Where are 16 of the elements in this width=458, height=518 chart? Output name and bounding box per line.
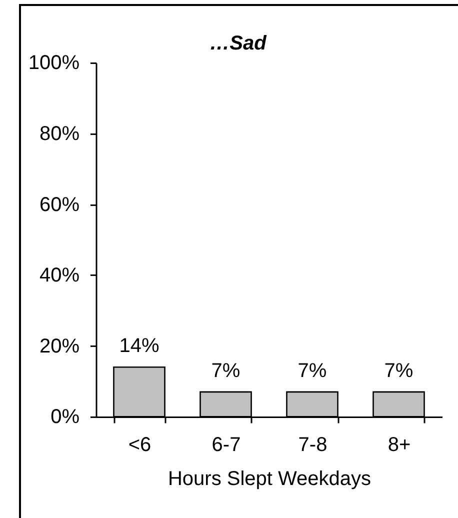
x-tick-label: 6-7	[212, 434, 241, 456]
y-tick-label: 80%	[39, 123, 80, 145]
data-label: 7%	[384, 360, 414, 382]
chart-title: …Sad	[210, 32, 268, 55]
y-tick-label: 20%	[39, 335, 80, 358]
x-tick-label: <6	[128, 434, 152, 456]
x-tick-label: 8+	[388, 434, 411, 456]
data-label: 7%	[211, 360, 240, 382]
data-label: 14%	[119, 335, 160, 358]
x-axis-title: Hours Slept Weekdays	[168, 468, 372, 490]
y-tick-label: 0%	[50, 406, 80, 428]
y-tick-label: 40%	[39, 264, 80, 287]
data-label: 7%	[298, 360, 327, 382]
y-tick-label: 100%	[28, 52, 80, 74]
y-tick-label: 60%	[39, 194, 80, 216]
x-tick-label: 7-8	[298, 434, 328, 456]
